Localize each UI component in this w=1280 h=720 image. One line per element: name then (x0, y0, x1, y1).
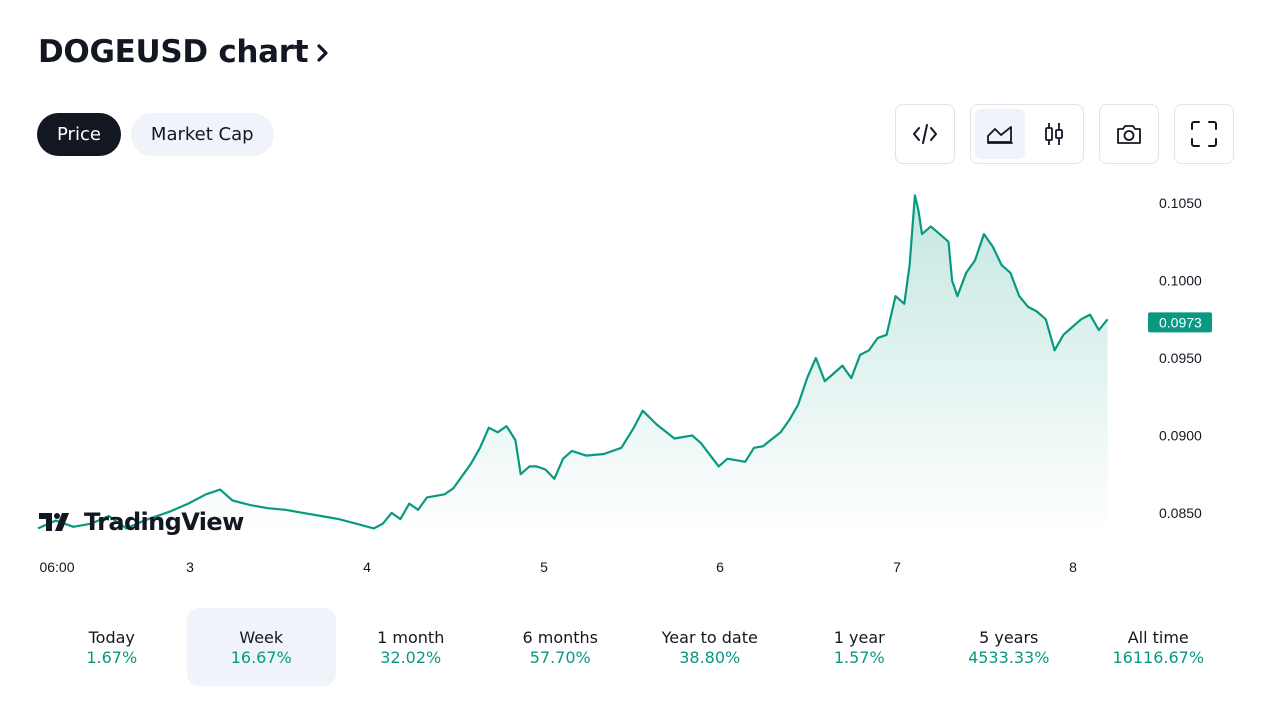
page-title: DOGEUSD chart (38, 34, 309, 70)
x-axis-tick-label: 7 (893, 559, 901, 575)
camera-icon (1117, 125, 1141, 144)
period-label: 1 month (377, 627, 445, 647)
period-change: 38.80% (679, 647, 741, 667)
y-axis-tick-label: 0.1050 (1159, 195, 1202, 211)
fullscreen-button[interactable] (1174, 104, 1234, 164)
y-axis-tick-label: 0.1000 (1159, 273, 1202, 289)
period-all-time[interactable]: All time 16116.67% (1084, 608, 1234, 686)
x-axis-tick-label: 3 (186, 559, 194, 575)
period-label: Week (239, 627, 284, 647)
last-price-label: 0.0973 (1148, 312, 1212, 333)
x-axis-tick-label: 06:00 (39, 559, 74, 575)
period-5-years[interactable]: 5 years 4533.33% (934, 608, 1084, 686)
x-axis-tick-label: 8 (1069, 559, 1077, 575)
period-change: 16.67% (230, 647, 292, 667)
period-label: All time (1127, 627, 1189, 647)
period-1-year[interactable]: 1 year 1.57% (785, 608, 935, 686)
y-axis-tick-label: 0.0850 (1159, 505, 1202, 521)
price-line (37, 194, 1109, 530)
chart-toolbar (895, 104, 1234, 164)
embed-code-icon (913, 124, 937, 144)
period-label: 1 year (833, 627, 885, 647)
x-axis-tick-label: 5 (540, 559, 548, 575)
candlestick-chart-icon (1045, 123, 1063, 145)
period-change: 32.02% (380, 647, 442, 667)
chart-style-group (970, 104, 1084, 164)
chevron-right-icon (317, 44, 328, 62)
tradingview-logo-text: TradingView (84, 508, 244, 536)
y-axis-tick-label: 0.0950 (1159, 350, 1202, 366)
x-axis-tick-label: 6 (716, 559, 724, 575)
period-change: 4533.33% (968, 647, 1050, 667)
fullscreen-icon (1191, 121, 1217, 147)
tradingview-logo-icon (39, 513, 69, 531)
area-chart-button[interactable] (975, 109, 1025, 159)
tradingview-logo[interactable]: TradingView (38, 508, 244, 536)
period-year-to-date[interactable]: Year to date 38.80% (635, 608, 785, 686)
last-price-value: 0.0973 (1159, 314, 1202, 330)
period-performance-list: Today 1.67% Week 16.67% 1 month 32.02% 6… (37, 608, 1233, 686)
price-area-fill (38, 195, 1108, 533)
period-week[interactable]: Week 16.67% (186, 608, 336, 686)
period-label: Year to date (661, 627, 758, 647)
period-label: Today (88, 627, 135, 647)
period-change: 1.67% (86, 647, 138, 667)
tab-price[interactable]: Price (37, 113, 121, 156)
period-1-month[interactable]: 1 month 32.02% (336, 608, 486, 686)
period-change: 1.57% (833, 647, 885, 667)
price-chart[interactable]: 0.1050 0.1000 0.0950 0.0900 0.0850 06:00 3 4 5 6… (0, 165, 1280, 595)
period-label: 6 months (522, 627, 599, 647)
chart-title-link[interactable]: DOGEUSD chart (38, 34, 334, 70)
tab-market-cap[interactable]: Market Cap (130, 113, 274, 156)
y-axis-tick-label: 0.0900 (1159, 427, 1202, 443)
chart-mode-tabs: Price Market Cap (37, 113, 274, 156)
area-chart-icon (987, 126, 1013, 144)
period-change: 57.70% (529, 647, 591, 667)
period-6-months[interactable]: 6 months 57.70% (486, 608, 636, 686)
embed-button[interactable] (895, 104, 955, 164)
candlestick-chart-button[interactable] (1029, 109, 1079, 159)
period-label: 5 years (979, 627, 1039, 647)
period-change: 16116.67% (1112, 647, 1205, 667)
snapshot-button[interactable] (1099, 104, 1159, 164)
period-today[interactable]: Today 1.67% (37, 608, 187, 686)
x-axis-tick-label: 4 (363, 559, 371, 575)
